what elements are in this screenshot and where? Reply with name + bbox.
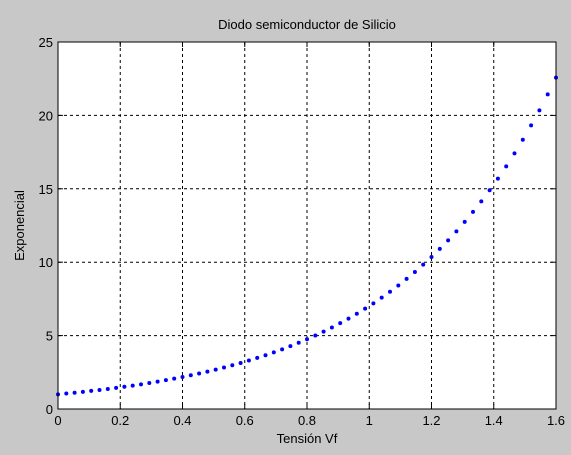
data-point bbox=[412, 269, 417, 274]
data-point bbox=[545, 92, 550, 97]
x-tick-label: 0.4 bbox=[173, 413, 191, 428]
data-point bbox=[114, 385, 119, 390]
data-point bbox=[230, 363, 235, 368]
data-point bbox=[205, 369, 210, 374]
data-point bbox=[504, 164, 509, 169]
data-point bbox=[197, 371, 202, 376]
data-point bbox=[495, 176, 500, 181]
data-point bbox=[221, 365, 226, 370]
data-point bbox=[321, 329, 326, 334]
data-point bbox=[470, 209, 475, 214]
data-point bbox=[537, 108, 542, 113]
data-point bbox=[280, 347, 285, 352]
data-point bbox=[213, 367, 218, 372]
data-point bbox=[263, 353, 268, 358]
y-tick-label: 5 bbox=[46, 329, 53, 344]
data-point bbox=[421, 262, 426, 267]
data-point bbox=[446, 238, 451, 243]
data-point bbox=[180, 375, 185, 380]
data-point bbox=[487, 188, 492, 193]
data-point bbox=[155, 379, 160, 384]
x-tick-label: 0.6 bbox=[236, 413, 254, 428]
y-tick-label: 0 bbox=[46, 402, 53, 417]
x-axis-ticks: 0 0.2 0.4 0.6 0.8 1 1.2 1.4 1.6 bbox=[54, 42, 565, 428]
data-point bbox=[89, 388, 94, 393]
y-tick-label: 20 bbox=[39, 108, 53, 123]
data-point bbox=[163, 378, 168, 383]
y-tick-label: 15 bbox=[39, 182, 53, 197]
x-tick-label: 0 bbox=[54, 413, 61, 428]
data-point bbox=[462, 219, 467, 224]
data-point bbox=[147, 381, 152, 386]
data-point bbox=[512, 151, 517, 156]
data-point bbox=[64, 391, 69, 396]
x-tick-label: 1.4 bbox=[485, 413, 503, 428]
data-point bbox=[122, 384, 127, 389]
data-point bbox=[238, 360, 243, 365]
data-point bbox=[388, 289, 393, 294]
grid-lines bbox=[58, 42, 556, 409]
data-point bbox=[529, 123, 534, 128]
data-point bbox=[97, 387, 102, 392]
data-point bbox=[520, 137, 525, 142]
data-point bbox=[288, 344, 293, 349]
x-tick-label: 0.8 bbox=[298, 413, 316, 428]
y-axis-label: Exponencial bbox=[12, 190, 27, 261]
data-point bbox=[396, 283, 401, 288]
data-point bbox=[479, 199, 484, 204]
x-tick-label: 1.2 bbox=[422, 413, 440, 428]
data-point bbox=[80, 389, 85, 394]
data-point bbox=[72, 390, 77, 395]
chart-title: Diodo semiconductor de Silicio bbox=[218, 17, 396, 32]
axes-box bbox=[57, 41, 557, 410]
data-point bbox=[371, 301, 376, 306]
data-point bbox=[130, 383, 135, 388]
data-point bbox=[363, 306, 368, 311]
x-tick-label: 1.6 bbox=[547, 413, 565, 428]
data-point bbox=[404, 276, 409, 281]
data-point bbox=[271, 350, 276, 355]
data-point bbox=[379, 295, 384, 300]
data-point bbox=[346, 316, 351, 321]
data-point bbox=[429, 254, 434, 259]
data-point bbox=[105, 386, 110, 391]
data-point bbox=[313, 333, 318, 338]
y-tick-label: 25 bbox=[39, 35, 53, 50]
data-point bbox=[139, 382, 144, 387]
y-tick-label: 10 bbox=[39, 255, 53, 270]
data-point bbox=[329, 325, 334, 330]
x-tick-label: 0.2 bbox=[111, 413, 129, 428]
data-point bbox=[296, 340, 301, 345]
data-point bbox=[354, 311, 359, 316]
data-point bbox=[188, 373, 193, 378]
data-point bbox=[437, 246, 442, 251]
data-point bbox=[172, 376, 177, 381]
x-tick-label: 1 bbox=[366, 413, 373, 428]
data-point bbox=[454, 229, 459, 234]
data-series bbox=[56, 75, 558, 397]
data-point bbox=[246, 358, 251, 363]
data-point bbox=[338, 321, 343, 326]
data-point bbox=[255, 355, 260, 360]
x-axis-label: Tensión Vf bbox=[277, 431, 338, 446]
data-point bbox=[305, 337, 309, 342]
